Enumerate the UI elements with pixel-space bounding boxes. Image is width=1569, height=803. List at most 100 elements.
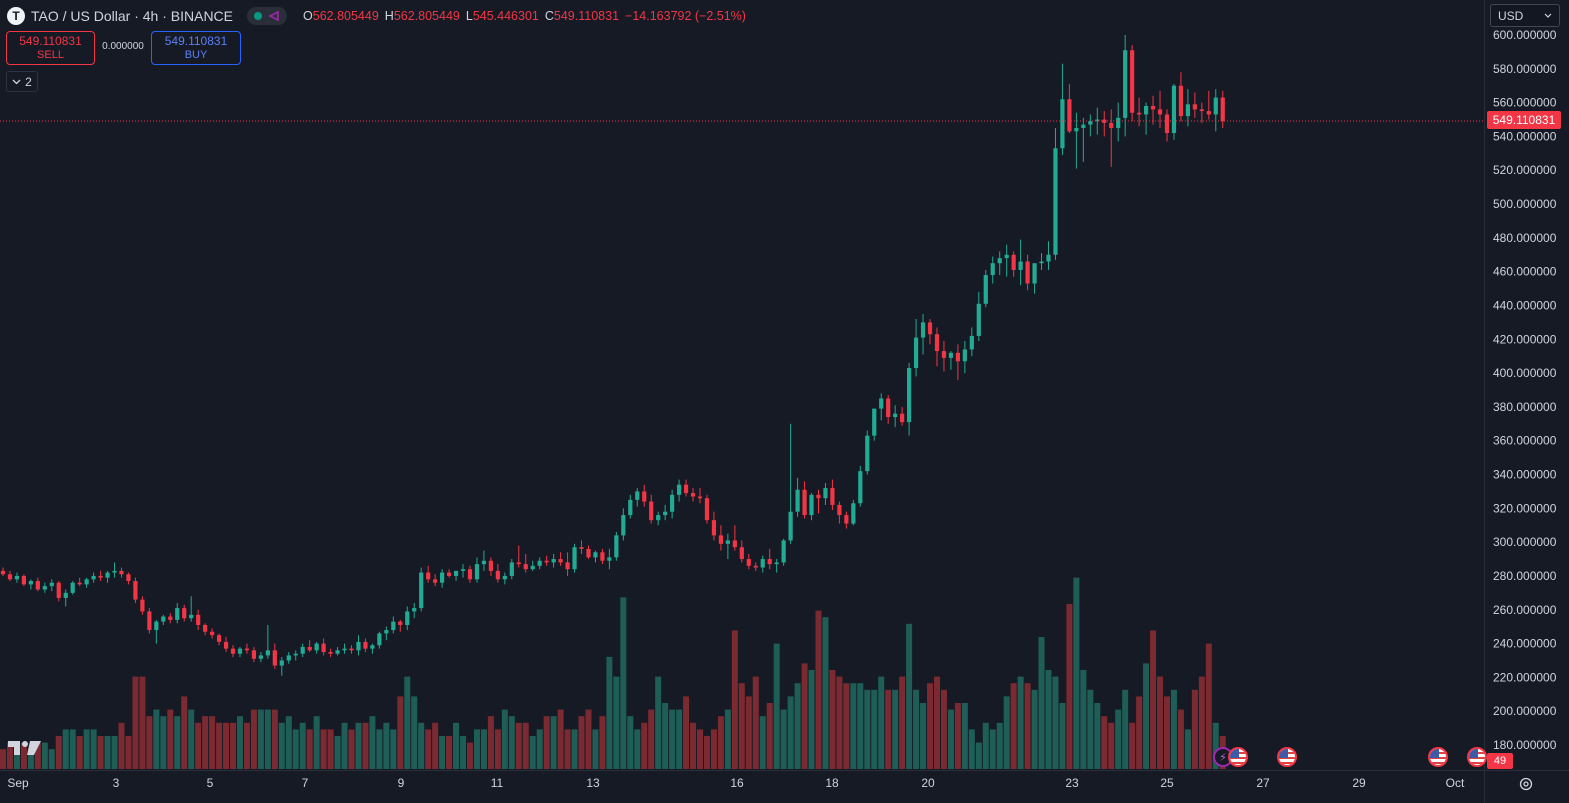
time-axis[interactable]: Sep 3 5 7 9 11 13 16 18 20 23 25 27 29 Oct: [7, 776, 1465, 790]
volume-bar: [1205, 643, 1212, 769]
sell-button[interactable]: 549.110831 SELL: [6, 31, 95, 65]
us-flag-event-icon[interactable]: [1428, 747, 1448, 767]
volume-bar: [243, 722, 250, 769]
us-flag-event-icon[interactable]: [1228, 747, 1248, 767]
price-tick-label: 360.000000: [1493, 434, 1557, 448]
volume-bars: [0, 577, 1226, 769]
candle-body: [126, 574, 131, 582]
buy-label: BUY: [184, 49, 208, 61]
candle-body: [656, 515, 661, 521]
volume-bar: [69, 729, 76, 769]
symbol-title[interactable]: TAO / US Dollar · 4h · BINANCE: [31, 8, 234, 24]
volume-bar: [494, 729, 501, 769]
volume-bar: [641, 722, 648, 769]
volume-bar: [327, 729, 334, 769]
us-flag-event-icon[interactable]: [1277, 747, 1297, 767]
candle-body: [1220, 97, 1225, 122]
candle: [175, 603, 180, 624]
volume-bar: [1108, 722, 1115, 769]
volume-bar: [655, 676, 662, 769]
candle-body: [307, 646, 312, 651]
candle-body: [1025, 261, 1030, 284]
candle-body: [913, 337, 919, 369]
volume-bar: [480, 729, 487, 769]
indicators-collapse-button[interactable]: 2: [6, 71, 38, 92]
candle-body: [607, 557, 612, 561]
volume-bar: [1080, 670, 1087, 769]
candle: [223, 636, 229, 653]
last-price-tag: 549.110831: [1487, 111, 1561, 129]
candle-body: [189, 614, 194, 619]
candle-body: [244, 648, 250, 651]
volume-bar: [1177, 709, 1184, 769]
candle: [1213, 89, 1218, 132]
volume-bar: [892, 689, 899, 769]
chart-settings-button[interactable]: [1516, 774, 1536, 794]
candle-body: [293, 653, 298, 656]
candle-body: [1199, 109, 1204, 112]
candle: [216, 633, 222, 646]
time-tick-label: 16: [730, 776, 744, 790]
candle-body: [1067, 99, 1072, 132]
volume-bar: [808, 670, 815, 769]
candle: [697, 488, 703, 504]
candle: [607, 548, 612, 570]
candle-body: [621, 515, 626, 536]
time-tick-label: 20: [921, 776, 935, 790]
volume-bar: [146, 716, 153, 769]
candle-body: [927, 322, 933, 335]
volume-bar: [759, 716, 766, 769]
currency-select[interactable]: USD: [1490, 4, 1560, 27]
candle: [900, 406, 905, 426]
candle: [119, 567, 124, 578]
candle-body: [119, 570, 124, 575]
volume-bar: [48, 749, 55, 769]
candle-body: [7, 574, 13, 580]
candle-body: [98, 575, 103, 578]
volume-bar: [257, 709, 264, 769]
candle-body: [886, 398, 891, 418]
price-axis[interactable]: 180.000000 200.000000 220.000000 240.000000…: [1493, 28, 1557, 752]
candle: [760, 555, 765, 573]
candle: [1074, 112, 1079, 169]
tradingview-logo-icon[interactable]: [8, 738, 42, 758]
time-tick-label: 18: [825, 776, 839, 790]
candle-body: [830, 488, 835, 505]
volume-bar: [557, 709, 564, 769]
candle: [405, 606, 410, 631]
candle: [446, 569, 452, 578]
candle: [363, 638, 368, 653]
volume-bar: [954, 703, 961, 769]
candle: [91, 572, 96, 583]
volume-bar: [843, 683, 850, 769]
us-flag-event-icon[interactable]: [1467, 747, 1487, 767]
candle: [203, 623, 208, 636]
candle: [1220, 90, 1225, 128]
candle: [642, 484, 647, 507]
ohlc-low-key: L: [465, 9, 473, 23]
candle-body: [788, 511, 793, 541]
volume-bar: [947, 709, 954, 769]
volume-bar: [41, 742, 48, 769]
volume-bar: [1212, 722, 1219, 769]
candle: [7, 570, 13, 582]
candle-body: [907, 368, 912, 423]
candle: [837, 501, 842, 524]
buy-button[interactable]: 549.110831 BUY: [151, 31, 241, 65]
candle: [690, 488, 696, 502]
volume-bar: [209, 716, 216, 769]
data-problem-icon: [268, 10, 279, 22]
volume-bar: [306, 729, 313, 769]
price-tick-label: 260.000000: [1493, 603, 1557, 617]
price-tick-label: 400.000000: [1493, 366, 1557, 380]
candle-body: [753, 565, 758, 568]
market-status-pill[interactable]: [247, 7, 288, 25]
volume-bar: [383, 722, 390, 769]
candle-body: [356, 641, 361, 651]
time-tick-label: 25: [1160, 776, 1174, 790]
candle-body: [453, 570, 459, 576]
candle: [851, 499, 856, 526]
candle-body: [1150, 106, 1156, 110]
volume-bar: [606, 656, 613, 769]
